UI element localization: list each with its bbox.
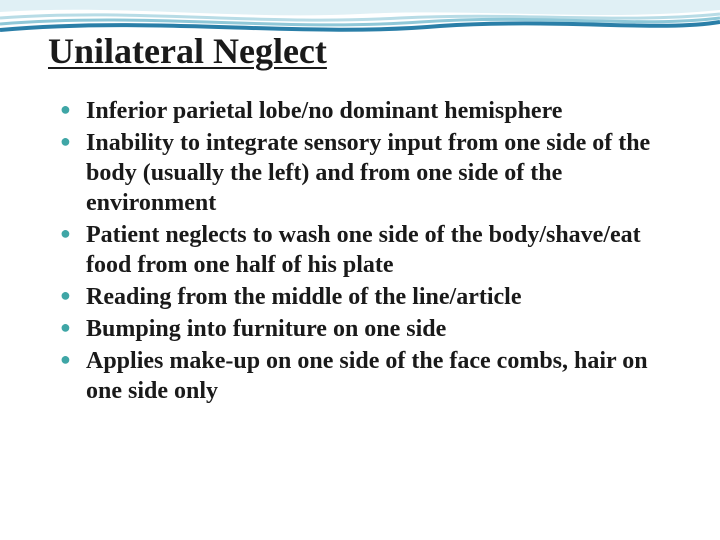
list-item: Inability to integrate sensory input fro… (60, 128, 680, 218)
list-item: Inferior parietal lobe/no dominant hemis… (60, 96, 680, 126)
bullet-list: Inferior parietal lobe/no dominant hemis… (60, 96, 680, 406)
slide-title: Unilateral Neglect (48, 30, 680, 72)
list-item: Applies make-up on one side of the face … (60, 346, 680, 406)
slide-content: Unilateral Neglect Inferior parietal lob… (0, 0, 720, 428)
list-item: Bumping into furniture on one side (60, 314, 680, 344)
list-item: Patient neglects to wash one side of the… (60, 220, 680, 280)
list-item: Reading from the middle of the line/arti… (60, 282, 680, 312)
